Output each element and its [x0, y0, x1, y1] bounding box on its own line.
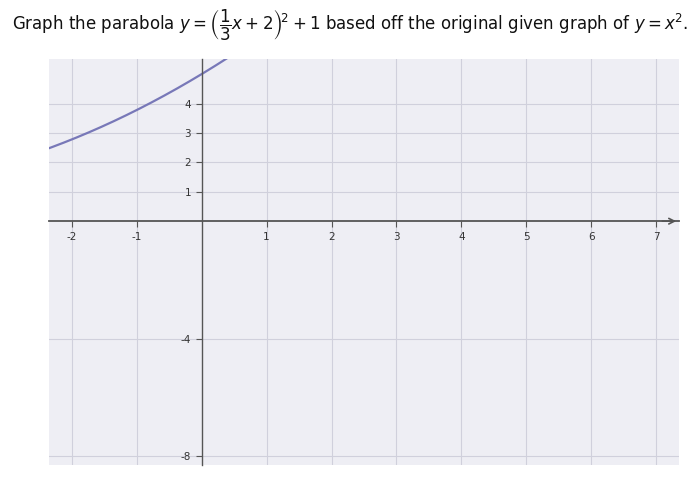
Text: Graph the parabola $y = \left(\dfrac{1}{3}x + 2\right)^{\!2} + 1$ based off the : Graph the parabola $y = \left(\dfrac{1}{…: [12, 7, 688, 43]
